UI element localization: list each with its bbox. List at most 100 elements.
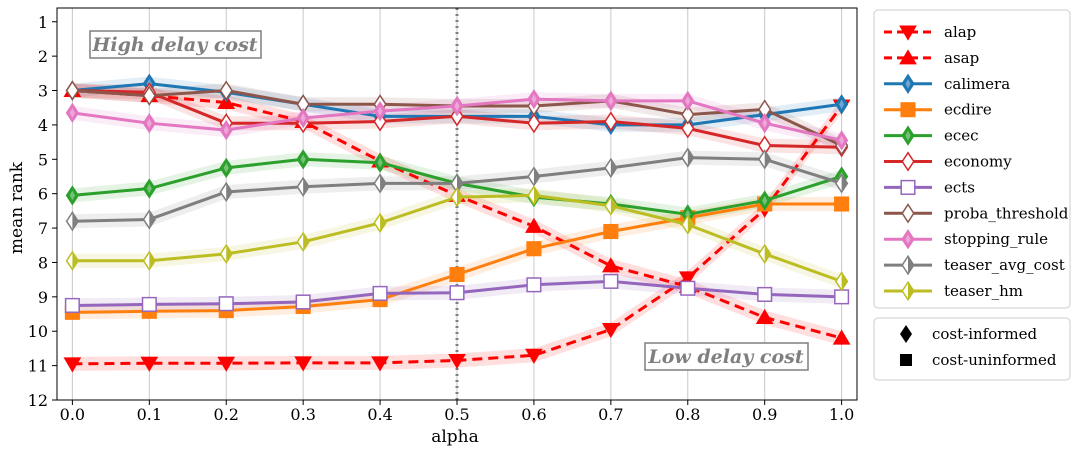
legend-item-ecdire: ecdire [884, 101, 992, 119]
marker-legend: cost-informed cost-uninformed [873, 317, 1071, 381]
point-stopping_rule-1 [142, 113, 156, 134]
point-stopping_rule-6 [527, 88, 541, 110]
marker-legend-label-uninformed: cost-uninformed [932, 351, 1057, 369]
point-ects-8 [680, 280, 696, 296]
x-tick-label-1: 0.1 [137, 405, 162, 424]
point-economy-6 [527, 113, 541, 134]
point-ects-6 [526, 277, 542, 293]
x-tick-label-7: 0.7 [598, 405, 623, 424]
point-asap-7 [601, 257, 620, 273]
annotation-low-delay-text: Low delay cost [647, 346, 803, 368]
point-ecec-0 [65, 185, 80, 206]
legend-marker-proba_threshold [901, 203, 915, 224]
point-ecec-1 [142, 178, 156, 199]
y-tick-label-8: 9 [38, 288, 48, 307]
y-tick-label-0: 1 [38, 13, 48, 32]
legend-marker-stopping_rule [901, 229, 915, 250]
point-ects-4 [372, 285, 388, 301]
point-teaser_avg_cost-10 [834, 173, 849, 194]
point-economy-4 [373, 111, 387, 132]
series-layer [63, 73, 851, 373]
point-alap-6 [525, 348, 543, 364]
point-calimera-10 [834, 94, 849, 115]
point-stopping_rule-9 [758, 113, 772, 134]
legend-marker-economy [901, 151, 915, 172]
y-tick-label-2: 3 [38, 82, 48, 101]
point-teaser_hm-4 [373, 212, 387, 234]
band-asap [72, 83, 842, 346]
x-axis-title: alpha [431, 427, 479, 447]
legend-entries: alap asap calimera ecdire ecec economy ects pro… [884, 23, 1069, 302]
point-alap-7 [601, 323, 620, 339]
point-ecdire-10 [834, 196, 850, 212]
point-stopping_rule-4 [373, 100, 387, 122]
point-proba_threshold-0 [65, 80, 80, 101]
point-proba_threshold-2 [219, 80, 233, 101]
legend-label-ects: ects [944, 178, 975, 196]
point-teaser_avg_cost-1 [142, 209, 156, 230]
point-stopping_rule-8 [681, 90, 695, 112]
band-alap [72, 99, 842, 371]
point-ecec-9 [758, 190, 772, 211]
x-tick-label-0: 0.0 [60, 405, 85, 424]
point-teaser_hm-9 [758, 243, 772, 265]
point-alap-3 [294, 356, 313, 372]
marker-legend-cost-informed: cost-informed [900, 325, 1038, 343]
legend-item-ecec: ecec [884, 125, 979, 146]
point-ects-1 [141, 296, 157, 312]
legend-label-ecdire: ecdire [944, 101, 992, 119]
y-tick-label-10: 11 [28, 357, 48, 376]
point-teaser_avg_cost-4 [373, 173, 387, 194]
legend-marker-teaser_avg_cost [901, 254, 915, 276]
band-stopping_rule [72, 92, 842, 148]
point-ects-5 [449, 285, 465, 301]
point-alap-2 [217, 356, 236, 372]
point-alap-1 [140, 356, 159, 372]
point-teaser_hm-0 [65, 250, 80, 271]
legend-item-teaser_hm: teaser_hm [884, 280, 1023, 302]
point-ecec-2 [219, 157, 233, 179]
point-ects-3 [295, 294, 311, 310]
annotation-high-delay: High delay cost [89, 30, 262, 59]
legend-marker-ecdire [900, 102, 916, 118]
legend-label-ecec: ecec [944, 127, 979, 145]
legend-label-alap: alap [944, 23, 976, 41]
point-ects-7 [603, 273, 619, 289]
point-ecdire-6 [526, 241, 542, 257]
y-tick-label-1: 2 [38, 47, 48, 66]
series-stopping_rule [65, 88, 849, 151]
legend-label-economy: economy [944, 153, 1012, 171]
point-teaser_avg_cost-3 [296, 176, 310, 197]
point-teaser_hm-5 [450, 186, 464, 208]
marker-legend-frame [873, 317, 1071, 381]
point-proba_threshold-8 [681, 104, 695, 125]
x-tick-label-8: 0.8 [675, 405, 700, 424]
legend-marker-teaser_hm [901, 280, 915, 302]
point-alap-0 [63, 357, 82, 373]
y-tick-label-11: 12 [28, 391, 48, 410]
marker-legend-cost-uninformed: cost-uninformed [900, 351, 1057, 369]
legend-label-teaser_avg_cost: teaser_avg_cost [944, 256, 1065, 274]
x-tick-label-5: 0.5 [444, 405, 469, 424]
x-tick-label-2: 0.2 [214, 405, 239, 424]
legend-label-stopping_rule: stopping_rule [944, 230, 1048, 248]
point-ecec-4 [373, 152, 387, 173]
legend-marker-alap [899, 25, 917, 41]
point-stopping_rule-7 [604, 90, 618, 112]
y-tick-label-3: 4 [38, 116, 48, 135]
legend-item-asap: asap [884, 49, 979, 67]
x-tick-label-9: 0.9 [752, 405, 777, 424]
legend-marker-ects [900, 179, 916, 195]
point-stopping_rule-0 [65, 102, 80, 124]
point-stopping_rule-3 [296, 107, 310, 129]
diamond-icon [900, 325, 912, 343]
point-ecec-3 [296, 149, 310, 170]
point-economy-7 [604, 111, 618, 132]
y-tick-label-4: 5 [38, 150, 48, 169]
point-teaser_hm-7 [604, 195, 618, 216]
y-tick-label-5: 6 [38, 185, 48, 204]
point-stopping_rule-5 [450, 95, 464, 117]
legend-label-proba_threshold: proba_threshold [944, 204, 1069, 222]
legend-marker-asap [899, 49, 917, 65]
